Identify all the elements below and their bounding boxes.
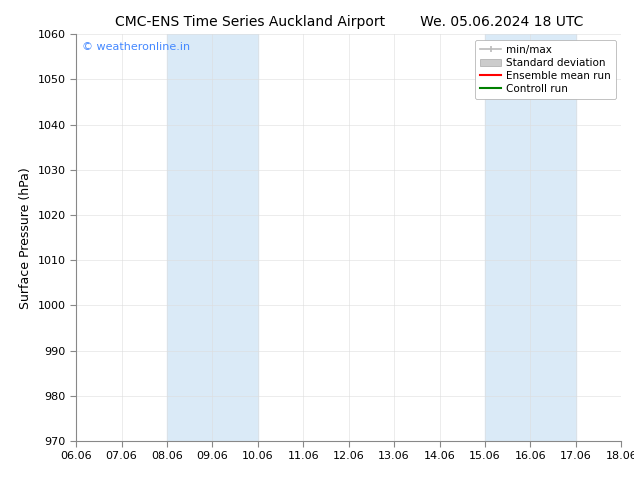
Title: CMC-ENS Time Series Auckland Airport        We. 05.06.2024 18 UTC: CMC-ENS Time Series Auckland Airport We.… [115,15,583,29]
Text: © weatheronline.in: © weatheronline.in [82,43,190,52]
Legend: min/max, Standard deviation, Ensemble mean run, Controll run: min/max, Standard deviation, Ensemble me… [475,40,616,99]
Bar [167,34,258,441]
Y-axis label: Surface Pressure (hPa): Surface Pressure (hPa) [19,167,32,309]
Bar [485,34,576,441]
